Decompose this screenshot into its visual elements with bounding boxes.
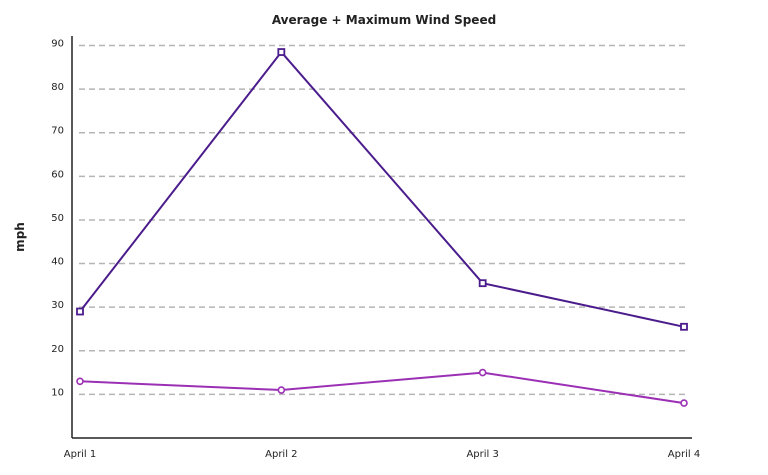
y-tick-label: 30 xyxy=(51,300,64,311)
data-point[interactable] xyxy=(76,307,84,316)
data-point[interactable] xyxy=(680,399,688,407)
y-tick-label: 50 xyxy=(51,213,64,224)
x-tick-label: April 1 xyxy=(64,449,96,460)
x-tick-labels: April 1 April 2 April 3 April 4 xyxy=(64,449,700,460)
y-axis-label: mph xyxy=(13,222,27,252)
data-point[interactable] xyxy=(478,279,487,288)
y-tick-label: 40 xyxy=(51,257,64,268)
chart-title: Average + Maximum Wind Speed xyxy=(272,13,496,27)
data-point[interactable] xyxy=(680,322,688,331)
data-point[interactable] xyxy=(478,368,487,377)
series-line xyxy=(79,371,685,405)
y-tick-label: 90 xyxy=(51,39,64,50)
data-point[interactable] xyxy=(76,377,84,386)
x-tick-label: April 4 xyxy=(668,449,700,460)
series-line xyxy=(79,50,685,328)
y-tick-label: 70 xyxy=(51,126,64,137)
x-tick-label: April 3 xyxy=(466,449,498,460)
data-point[interactable] xyxy=(277,48,286,56)
series-2 xyxy=(76,368,688,407)
y-tick-label: 80 xyxy=(51,82,64,93)
y-tick-label: 20 xyxy=(51,344,64,355)
series-1 xyxy=(76,48,688,331)
grid-lines xyxy=(79,44,685,396)
y-tick-label: 10 xyxy=(51,387,64,398)
series-layer xyxy=(76,48,688,407)
x-tick-label: April 2 xyxy=(265,449,297,460)
y-tick-labels: 10 20 30 40 50 60 70 80 90 xyxy=(51,39,64,399)
data-point[interactable] xyxy=(277,386,286,394)
y-tick-label: 60 xyxy=(51,169,64,180)
